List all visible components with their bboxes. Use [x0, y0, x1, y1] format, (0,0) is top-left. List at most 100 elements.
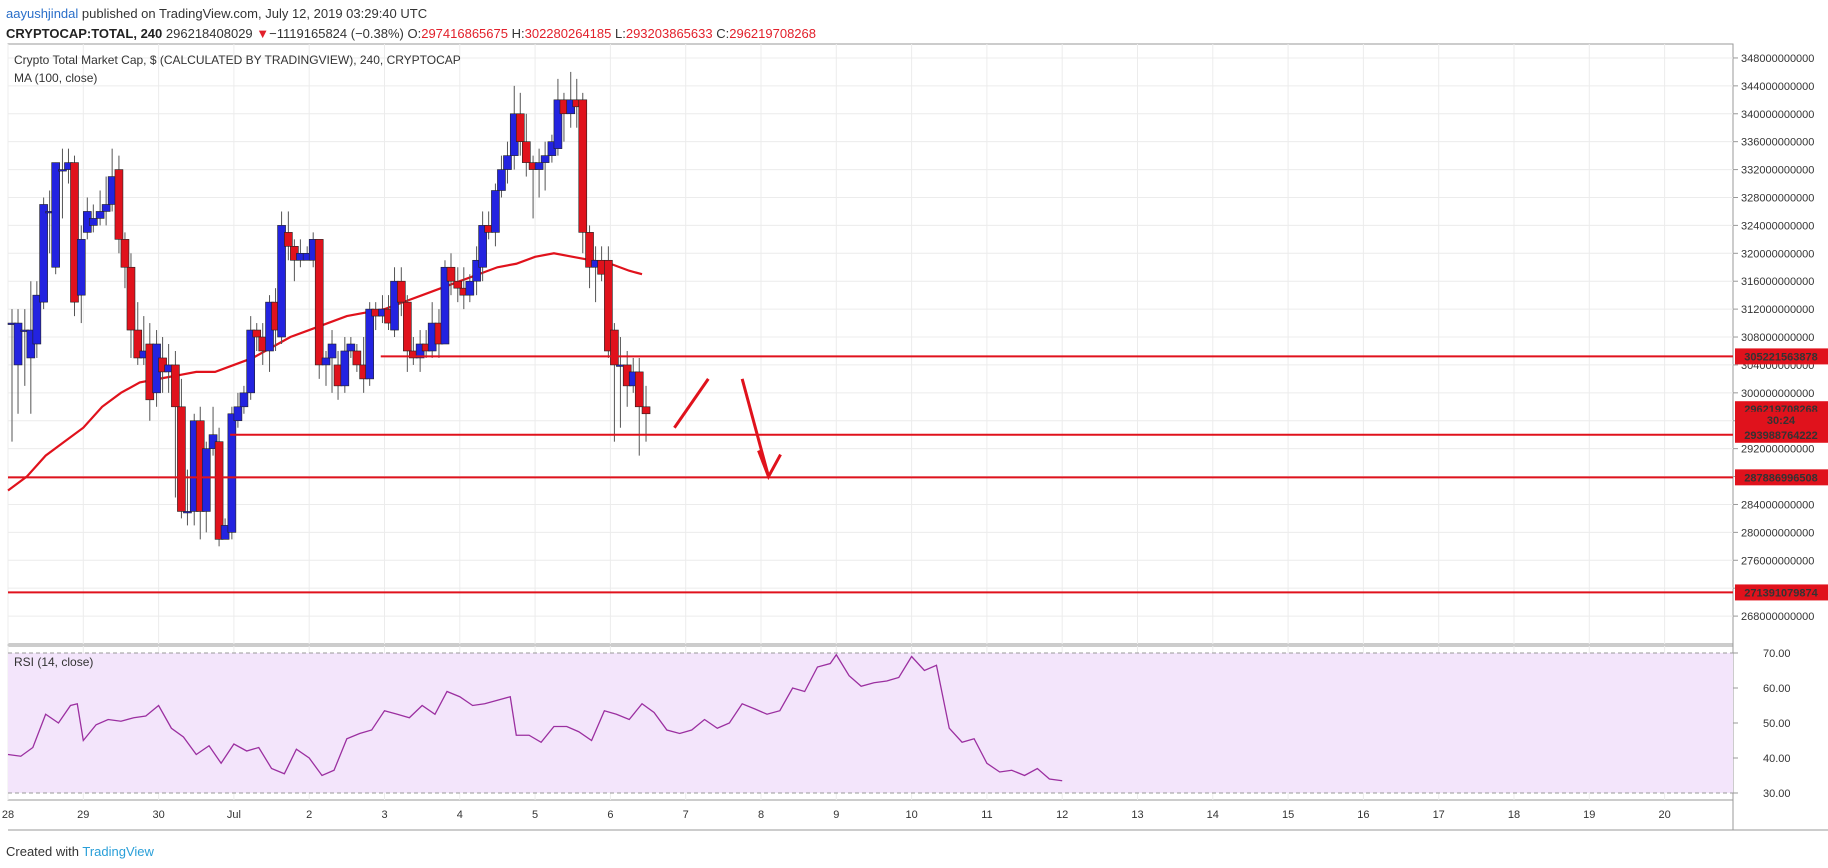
x-tick-label: 3: [381, 809, 387, 821]
candle-down: [177, 406, 186, 512]
tradingview-logo[interactable]: TradingView: [82, 844, 154, 859]
ohlc-line: CRYPTOCAP:TOTAL, 240 296218408029 ▼−1119…: [6, 24, 816, 44]
rsi-tick-label: 70.00: [1763, 648, 1791, 660]
y-tick-label: 324000000000: [1741, 220, 1814, 232]
y-tick-label: 292000000000: [1741, 444, 1814, 456]
candle-down: [403, 301, 412, 352]
close-value: 296219708268: [729, 26, 816, 41]
publish-line: aayushjindal published on TradingView.co…: [6, 4, 816, 24]
candle-up: [478, 225, 487, 268]
price-label-box: [1735, 469, 1828, 486]
y-tick-label: 284000000000: [1741, 499, 1814, 511]
current-price-box: [1735, 411, 1828, 428]
change-arrow-icon: ▼: [256, 26, 270, 41]
candle-up: [534, 162, 544, 170]
symbol-label: CRYPTOCAP:TOTAL, 240: [6, 26, 163, 41]
rsi-title: RSI (14, close): [14, 655, 93, 669]
candle-down: [446, 266, 456, 282]
rsi-tick-label: 50.00: [1763, 718, 1791, 730]
x-tick-label: 14: [1207, 809, 1219, 821]
candle-up: [340, 350, 350, 387]
x-tick-label: 16: [1357, 809, 1369, 821]
down-arrow-annotation: [740, 378, 770, 477]
candle-down: [352, 350, 362, 366]
y-tick-label: 276000000000: [1741, 555, 1814, 567]
y-tick-label: 268000000000: [1741, 611, 1814, 623]
y-tick-label: 344000000000: [1741, 81, 1814, 93]
candle-down: [397, 280, 406, 303]
x-tick-label: 30: [152, 809, 164, 821]
candle-down: [521, 141, 531, 163]
current-price-text: 30:24: [1767, 415, 1796, 427]
y-tick-label: 320000000000: [1741, 248, 1814, 260]
open-value: 297416865675: [421, 26, 508, 41]
x-tick-label: 15: [1282, 809, 1294, 821]
ma-indicator-label: MA (100, close): [14, 71, 97, 85]
candle-up: [233, 406, 243, 422]
candle-up: [503, 155, 512, 170]
x-tick-label: 8: [758, 809, 764, 821]
high-label: H:: [511, 26, 525, 41]
candle-up: [58, 169, 67, 172]
rsi-tick-label: 60.00: [1763, 683, 1791, 695]
y-tick-label: 328000000000: [1741, 192, 1814, 204]
candle-down: [126, 266, 136, 331]
x-tick-label: 6: [607, 809, 613, 821]
y-tick-label: 340000000000: [1741, 109, 1814, 121]
candle-up: [246, 329, 256, 394]
candle-down: [114, 169, 124, 240]
candle-up: [239, 392, 249, 408]
candle-up: [390, 280, 399, 331]
last-price: 296218408029: [165, 26, 253, 41]
candle-up: [13, 322, 23, 366]
candle-up: [346, 343, 356, 352]
candle-down: [641, 406, 651, 415]
y-tick-label: 336000000000: [1741, 137, 1814, 149]
chart-title: Crypto Total Market Cap, $ (CALCULATED B…: [14, 53, 461, 67]
candle-up: [277, 225, 286, 338]
candle-up: [101, 204, 111, 212]
x-tick-label: Jul: [227, 809, 241, 821]
y-tick-label: 308000000000: [1741, 332, 1814, 344]
candle-down: [585, 232, 594, 268]
author-link[interactable]: aayushjindal: [6, 6, 79, 21]
open-label: O:: [407, 26, 422, 41]
candle-up: [321, 357, 331, 366]
x-tick-label: 4: [457, 809, 463, 821]
x-tick-label: 17: [1433, 809, 1445, 821]
price-label-text: 293988764222: [1744, 430, 1817, 442]
candle-down: [634, 371, 644, 408]
candle-up: [32, 294, 42, 345]
close-label: C:: [716, 26, 730, 41]
x-tick-label: 7: [683, 809, 689, 821]
candle-down: [252, 329, 262, 338]
rsi-tick-label: 30.00: [1763, 788, 1791, 800]
x-tick-label: 2: [306, 809, 312, 821]
published-text: published on TradingView.com, July 12, 2…: [78, 6, 428, 21]
candle-up: [365, 308, 374, 380]
candle-down: [610, 329, 619, 366]
candle-down: [515, 113, 525, 142]
candle-up: [39, 204, 48, 303]
x-tick-label: 28: [2, 809, 14, 821]
rsi-band: [8, 653, 1733, 793]
candle-up: [89, 218, 98, 226]
price-pane: [7, 43, 1734, 645]
arrow-head-icon: [757, 450, 782, 481]
price-label-text: 305221563878: [1744, 351, 1817, 363]
candle-down: [120, 239, 130, 268]
candle-down: [314, 239, 324, 366]
candle-up: [95, 211, 105, 219]
candle-up: [183, 511, 192, 514]
low-label: L:: [615, 26, 626, 41]
x-tick-label: 11: [981, 809, 992, 821]
candle-up: [491, 190, 500, 233]
candle-down: [171, 364, 180, 408]
low-value: 293203865633: [625, 26, 713, 41]
price-label-text: 287886996508: [1744, 472, 1817, 484]
x-tick-label: 13: [1131, 809, 1143, 821]
candle-down: [604, 259, 613, 352]
price-label-box: [1735, 348, 1828, 365]
x-tick-label: 10: [905, 809, 917, 821]
